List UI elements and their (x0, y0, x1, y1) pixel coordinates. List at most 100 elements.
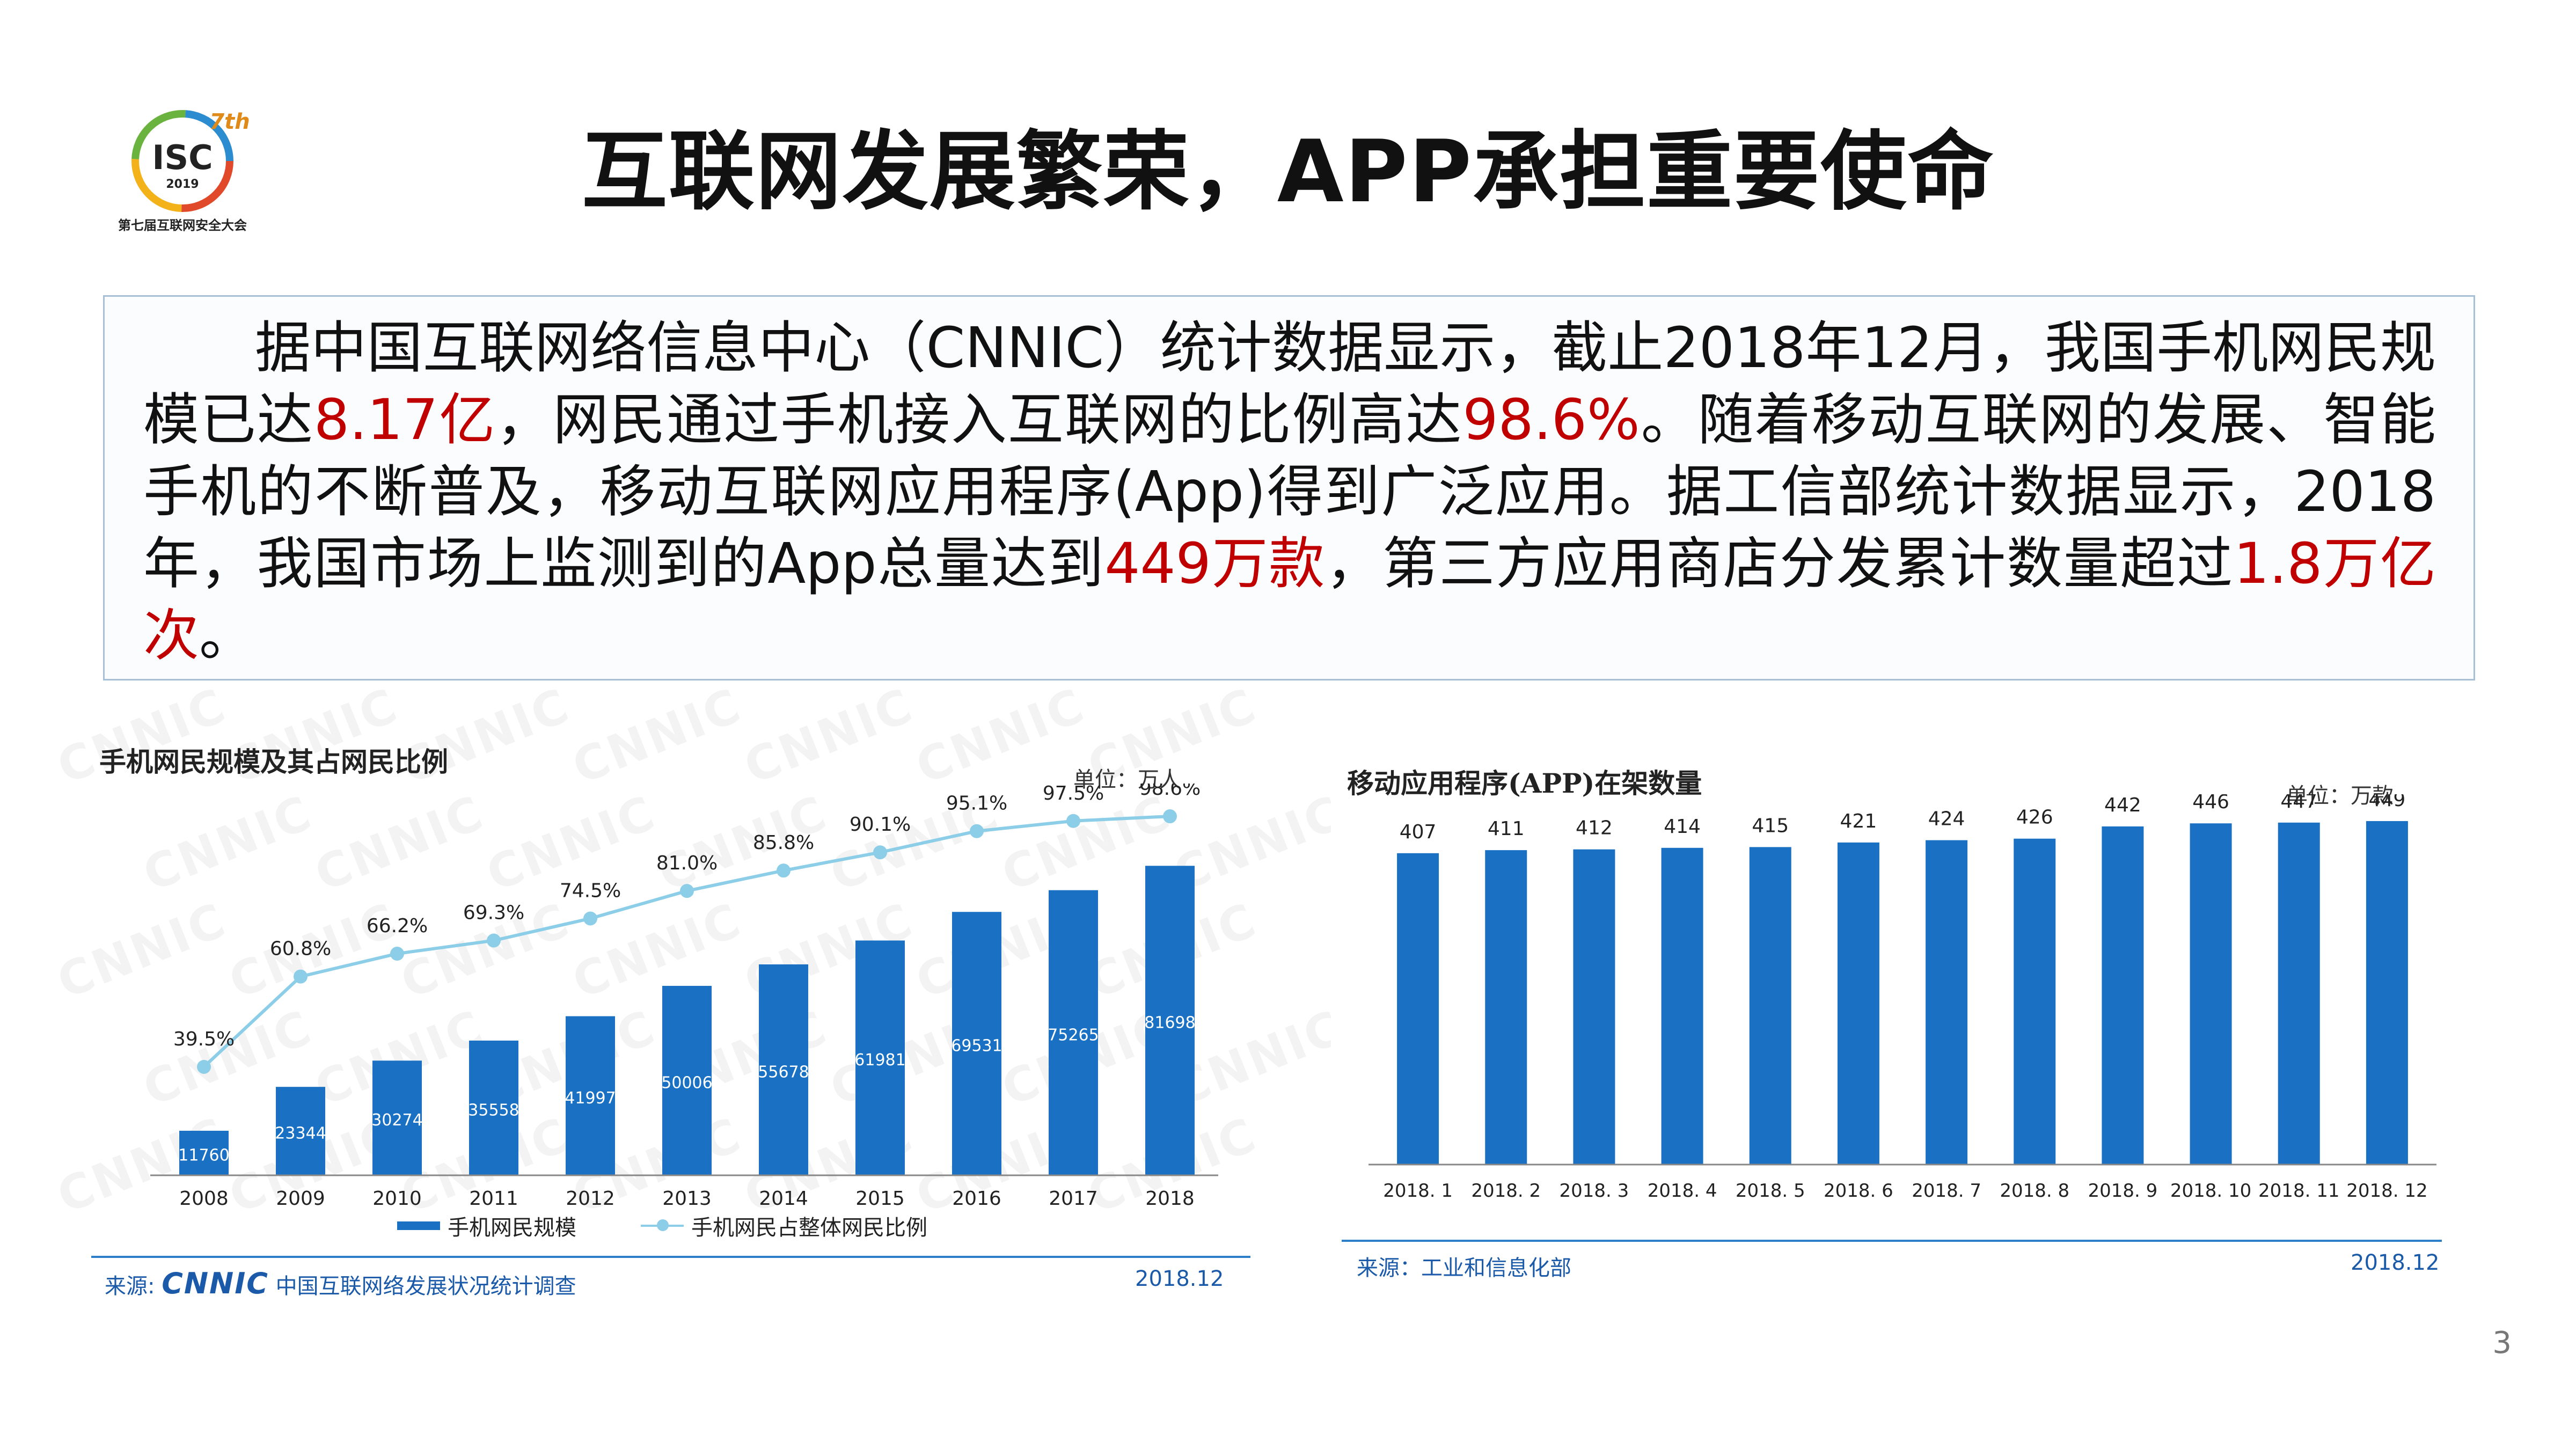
bar-value-label: 447 (2280, 794, 2317, 813)
bar-value-label: 411 (1488, 818, 1525, 840)
bar-value-label: 69531 (951, 1037, 1002, 1056)
right-chart-title: 移动应用程序(APP)在架数量 (1347, 767, 1702, 799)
para-text-1: 据中国互联网络信息中心（CNNIC）统计数据显示，截止2018年12月，我国手机… (143, 315, 2436, 452)
bar-value-label: 41997 (565, 1089, 616, 1108)
bar-users-2011 (469, 1041, 518, 1175)
ratio-point-2010 (390, 947, 404, 961)
bar-value-label: 11760 (178, 1146, 229, 1165)
ratio-label: 95.1% (946, 793, 1007, 815)
bar-apps-5 (1749, 847, 1791, 1165)
bar-users-2009 (276, 1087, 325, 1175)
para-text-4: ，第三方应用商店分发累计数量超过 (1326, 531, 2234, 596)
ratio-label: 69.3% (463, 902, 524, 924)
bar-users-2016 (952, 912, 1001, 1175)
bar-apps-1 (1397, 853, 1439, 1165)
page-title: 互联网发展繁荣，APP承担重要使命 (581, 121, 1995, 222)
ratio-point-2012 (583, 911, 597, 926)
left-legend: 手机网民规模 手机网民占整体网民比例 (397, 1210, 927, 1241)
bar-value-label: 50006 (661, 1074, 712, 1093)
ratio-point-2016 (970, 824, 984, 838)
bar-value-label: 75265 (1048, 1026, 1099, 1044)
x-tick-label: 2010 (372, 1188, 422, 1210)
cnnic-brand: CNNIC (162, 1267, 269, 1300)
bar-value-label: 30274 (371, 1111, 422, 1130)
mobile-users-chart-panel: CNNICCNNICCNNICCNNICCNNICCNNICCNNICCNNIC… (50, 677, 1351, 1315)
bar-apps-2 (1485, 850, 1527, 1165)
x-tick-label: 2015 (855, 1188, 905, 1210)
mobile-users-chart: 11760 2008 23344 2009 30274 2010 35558 2011 4199… (150, 784, 1218, 1210)
left-source-prefix: 来源: (105, 1274, 155, 1299)
ratio-label: 90.1% (850, 814, 911, 836)
ratio-label: 97.5% (1043, 784, 1104, 804)
x-tick-label: 2009 (276, 1188, 325, 1210)
intro-paragraph: 据中国互联网络信息中心（CNNIC）统计数据显示，截止2018年12月，我国手机… (143, 312, 2436, 671)
para-text-2: ，网民通过手机接入互联网的比例高达 (496, 387, 1463, 452)
ratio-point-2009 (294, 969, 308, 984)
ratio-label: 60.8% (270, 938, 331, 960)
x-tick-label: 2012 (566, 1188, 615, 1210)
right-source: 来源：工业和信息化部 (1357, 1256, 1571, 1280)
bar-value-label: 414 (1664, 816, 1701, 838)
x-tick-label: 2016 (952, 1188, 1001, 1210)
bar-users-2017 (1049, 890, 1098, 1175)
ratio-label: 39.5% (173, 1028, 235, 1050)
logo-year: 2019 (166, 178, 199, 191)
bar-value-label: 81698 (1144, 1014, 1195, 1033)
ratio-label: 66.2% (367, 915, 428, 937)
ratio-point-2018 (1163, 809, 1177, 824)
para-text-3: 。随着移动互联网的发展、智能手机的不断普及，移动互联网应用程序(App)得到广泛… (143, 387, 2436, 596)
logo-text: ISC (152, 138, 213, 177)
highlight-mobile-users: 8.17亿 (313, 387, 496, 452)
bar-value-label: 424 (1928, 808, 1965, 830)
x-tick-label: 2018. 7 (1912, 1180, 1981, 1202)
ratio-point-2011 (487, 933, 501, 948)
x-tick-label: 2008 (179, 1188, 229, 1210)
x-tick-label: 2011 (469, 1188, 518, 1210)
bar-apps-12 (2366, 821, 2408, 1165)
ratio-label: 98.6% (1139, 784, 1201, 800)
bar-apps-3 (1573, 849, 1615, 1165)
ratio-point-2017 (1066, 814, 1080, 828)
bar-value-label: 35558 (468, 1101, 519, 1120)
ratio-label: 85.8% (753, 832, 814, 854)
highlight-distribution: 1.8万亿次 (143, 531, 2436, 668)
legend-line-label: 手机网民占整体网民比例 (691, 1216, 927, 1240)
logo-superscript: 7th (209, 109, 250, 134)
x-tick-label: 2017 (1049, 1188, 1098, 1210)
bar-users-2018 (1145, 866, 1195, 1175)
x-tick-label: 2018. 3 (1560, 1180, 1629, 1202)
bar-apps-4 (1661, 847, 1703, 1165)
bar-users-2010 (372, 1060, 422, 1175)
bar-value-label: 415 (1752, 815, 1789, 837)
bar-value-label: 407 (1400, 821, 1437, 843)
left-source-date: 2018.12 (1135, 1267, 1224, 1291)
legend-bar-swatch (397, 1221, 440, 1230)
bar-users-2014 (759, 964, 808, 1175)
left-source: 来源: CNNIC 中国互联网络发展状况统计调查 (105, 1267, 576, 1300)
bar-value-label: 412 (1576, 817, 1613, 839)
bar-users-2012 (566, 1016, 615, 1175)
ratio-point-2015 (873, 845, 887, 860)
bar-apps-10 (2190, 823, 2232, 1165)
bar-value-label: 446 (2192, 794, 2229, 813)
intro-textbox: 据中国互联网络信息中心（CNNIC）统计数据显示，截止2018年12月，我国手机… (103, 295, 2475, 680)
x-tick-label: 2018. 1 (1383, 1180, 1453, 1202)
x-tick-label: 2018. 5 (1736, 1180, 1805, 1202)
para-text-5: 。 (199, 603, 255, 668)
highlight-mobile-ratio: 98.6% (1462, 387, 1640, 452)
x-tick-label: 2018. 8 (2000, 1180, 2069, 1202)
bar-apps-9 (2102, 826, 2144, 1165)
ratio-label: 81.0% (656, 852, 718, 874)
watermark-text: CNNIC (737, 677, 921, 795)
right-source-date: 2018.12 (2351, 1250, 2440, 1275)
right-chart-unit: 单位：万款 (2286, 784, 2394, 808)
left-footer-line (91, 1256, 1250, 1258)
right-footer-line (1342, 1240, 2442, 1242)
left-source-text: 中国互联网络发展状况统计调查 (275, 1274, 576, 1299)
page-number: 3 (2492, 1326, 2512, 1360)
ratio-point-2014 (777, 863, 791, 878)
bar-value-label: 55678 (758, 1063, 809, 1081)
bar-apps-6 (1837, 842, 1879, 1165)
ratio-point-2013 (680, 884, 694, 898)
bar-apps-8 (2014, 838, 2056, 1165)
